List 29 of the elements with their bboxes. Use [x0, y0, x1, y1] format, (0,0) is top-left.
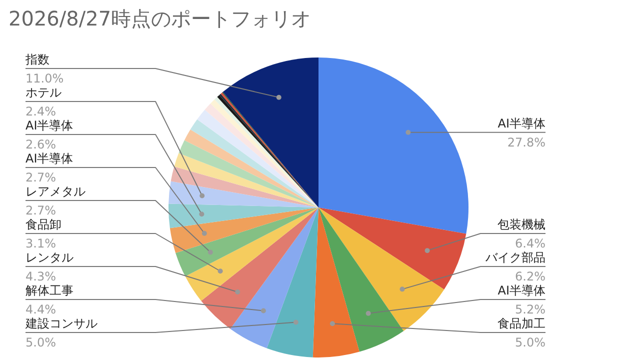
data-label: 5.0%	[26, 336, 56, 350]
data-label: 2.6%	[26, 138, 56, 152]
slice-label: ホテル	[26, 86, 62, 100]
slice-label: AI半導体	[498, 116, 546, 130]
data-label: 3.1%	[26, 236, 56, 250]
data-label: 2.7%	[26, 204, 56, 218]
slice-label: 包装機械	[498, 218, 546, 232]
data-label: 4.3%	[26, 270, 56, 284]
slice-label: 指数	[24, 52, 50, 66]
slice-label: バイク部品	[484, 250, 546, 264]
data-label: 6.4%	[515, 236, 546, 250]
slice-label: 解体工事	[26, 284, 74, 298]
slice-label: レンタル	[26, 250, 74, 264]
data-label: 4.4%	[26, 302, 56, 316]
data-label: 2.7%	[26, 170, 56, 184]
slice-label: AI半導体	[498, 284, 546, 298]
slice-label: AI半導体	[26, 118, 74, 132]
slice-label: AI半導体	[26, 152, 74, 166]
slice-label: 食品加工	[498, 316, 546, 330]
data-label: 27.8%	[507, 135, 546, 150]
chart-title: 2026/8/27時点のポートフォリオ	[8, 6, 312, 30]
slice-label: 食品卸	[26, 218, 62, 232]
data-label: 5.0%	[515, 336, 546, 350]
data-label: 11.0%	[26, 72, 64, 86]
data-label: 5.2%	[515, 302, 546, 316]
data-label: 6.2%	[515, 270, 546, 284]
slice-label: レアメタル	[26, 184, 86, 198]
slice-label: 建設コンサル	[24, 316, 98, 330]
data-label: 2.4%	[26, 104, 56, 118]
